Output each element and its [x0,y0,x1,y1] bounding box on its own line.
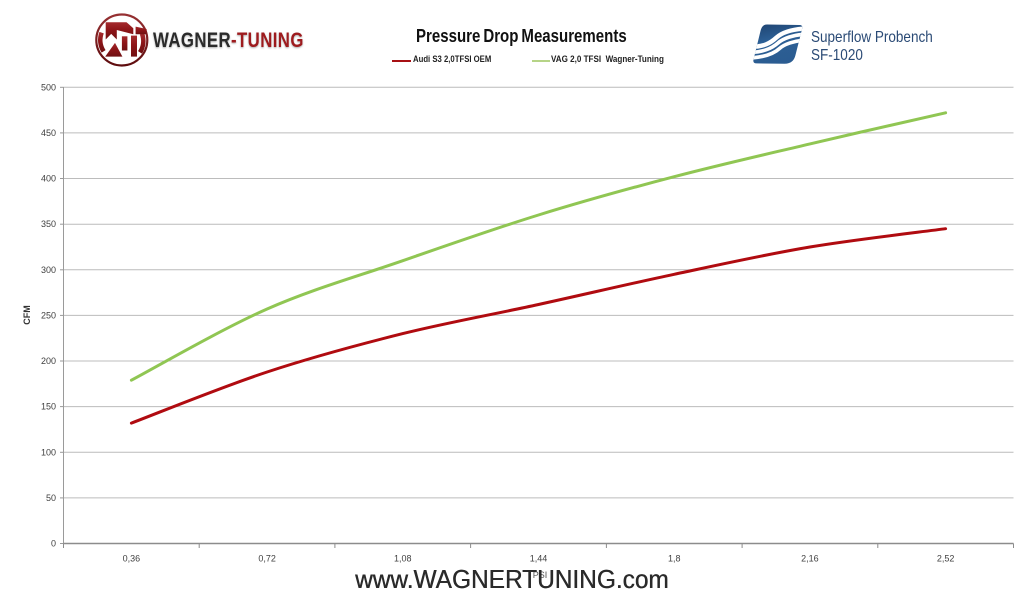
svg-text:0: 0 [51,539,56,549]
svg-text:50: 50 [46,493,56,503]
svg-text:0,72: 0,72 [258,554,276,564]
svg-text:300: 300 [41,265,56,275]
svg-text:100: 100 [41,447,56,457]
svg-text:150: 150 [41,402,56,412]
svg-text:1,44: 1,44 [530,554,548,564]
svg-text:500: 500 [41,82,56,92]
svg-text:350: 350 [41,219,56,229]
svg-text:400: 400 [41,174,56,184]
svg-text:1,8: 1,8 [668,554,681,564]
svg-text:0,36: 0,36 [123,554,141,564]
svg-text:250: 250 [41,310,56,320]
svg-text:CFM: CFM [22,305,32,325]
svg-text:1,08: 1,08 [394,554,412,564]
svg-text:PSI: PSI [533,570,548,580]
svg-text:450: 450 [41,128,56,138]
svg-text:200: 200 [41,356,56,366]
svg-text:2,16: 2,16 [801,554,819,564]
svg-text:2,52: 2,52 [937,554,955,564]
